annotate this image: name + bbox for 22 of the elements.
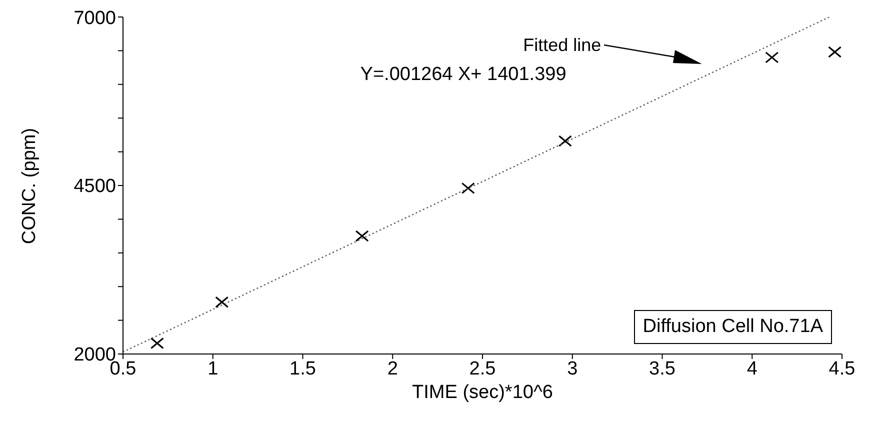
x-tick-label: 4.5 — [828, 358, 856, 380]
annotation: Fitted line — [523, 35, 602, 56]
x-tick-label: 3.5 — [649, 358, 676, 380]
y-axis-title: CONC. (ppm) — [19, 127, 41, 244]
point — [828, 46, 842, 58]
x-tick-label: 4 — [746, 358, 758, 380]
x-tick-label: 2 — [387, 358, 398, 380]
x-axis-title: TIME (sec)*10^6 — [411, 382, 554, 404]
point — [558, 135, 572, 147]
point — [461, 182, 475, 194]
point — [215, 296, 229, 308]
y-tick-label: 7000 — [74, 8, 116, 29]
point — [150, 337, 164, 350]
point — [355, 230, 369, 242]
annotation: Diffusion Cell No.71A — [634, 310, 832, 344]
x-tick-label: 1.5 — [290, 358, 316, 380]
annotation: Y=.001264 X+ 1401.399 — [360, 64, 566, 86]
x-tick-label: 1 — [208, 358, 218, 380]
x-tick-label: 3 — [567, 358, 578, 380]
y-tick-label: 4500 — [74, 176, 116, 198]
x-tick-label: 2.5 — [469, 358, 496, 380]
point — [765, 52, 779, 64]
